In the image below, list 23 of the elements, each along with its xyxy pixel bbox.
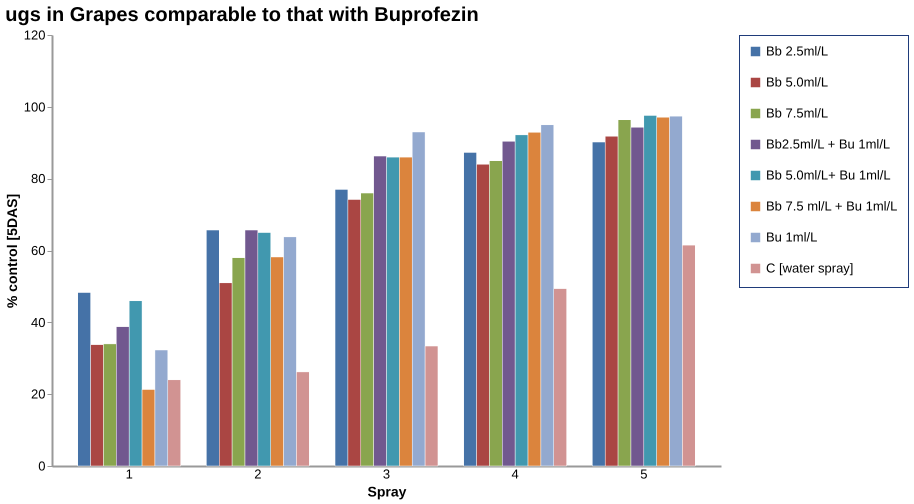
x-tick-label: 5 — [640, 466, 648, 482]
legend-label: C [water spray] — [766, 260, 854, 276]
legend-label: Bb 7.5ml/L — [766, 106, 828, 120]
x-tick-label: 2 — [254, 466, 262, 482]
y-tick-label: 100 — [24, 99, 46, 114]
y-tick-label: 120 — [24, 28, 46, 42]
x-tick-label: 4 — [512, 466, 519, 482]
y-tick-label: 80 — [31, 171, 46, 186]
y-tick-label: 20 — [31, 386, 46, 402]
x-tick-label: 3 — [382, 466, 390, 482]
legend-label: Bb2.5ml/L + Bu 1ml/L — [766, 136, 890, 152]
chart-title: ugs in Grapes comparable to that with Buprofezin — [5, 4, 479, 26]
y-tick-label: 60 — [31, 243, 46, 258]
y-tick-label: 40 — [31, 314, 46, 330]
legend-label: Bb 5.0ml/L — [766, 74, 828, 90]
legend-label: Bb 7.5 ml/L + Bu 1ml/L — [766, 198, 898, 214]
y-tick-label: 0 — [38, 458, 46, 474]
legend-label: Bb 5.0ml/L+ Bu 1ml/L — [766, 168, 891, 182]
legend-label: Bu 1ml/L — [766, 230, 818, 244]
legend-label: Bb 2.5ml/L — [766, 44, 828, 58]
x-axis-title: Spray — [368, 484, 407, 500]
y-axis-title: % control [5DAS] — [4, 194, 20, 308]
x-tick-label: 1 — [126, 466, 133, 482]
